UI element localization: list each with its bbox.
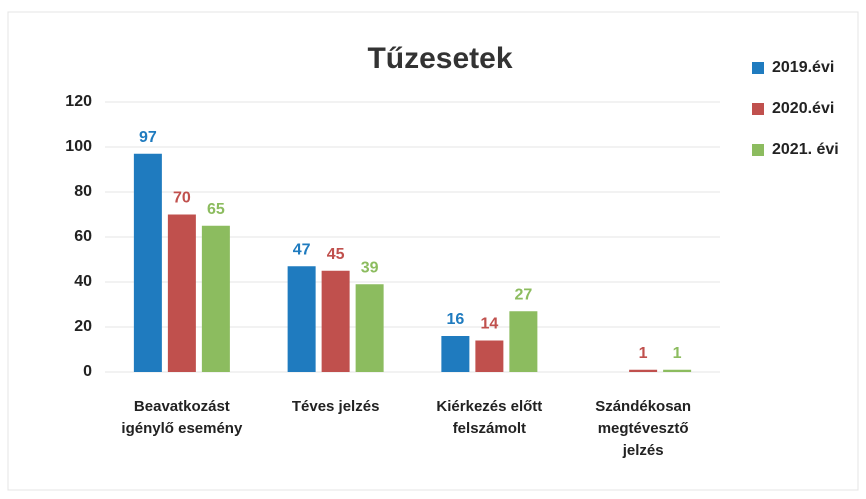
data-label: 16	[446, 311, 464, 328]
y-tick-label: 60	[74, 228, 92, 245]
data-label: 70	[173, 190, 191, 207]
data-label: 14	[480, 316, 498, 333]
bar	[629, 369, 658, 372]
bar	[475, 340, 504, 372]
legend-swatch	[752, 144, 764, 156]
data-label: 45	[327, 246, 345, 263]
x-tick-label: Téves jelzés	[291, 398, 380, 415]
legend-label: 2021. évi	[772, 141, 839, 158]
data-label: 47	[293, 241, 311, 258]
x-tick-label: Szándékosan megtévesztő jelzés	[595, 398, 692, 459]
legend-swatch	[752, 62, 764, 74]
data-label: 27	[514, 286, 532, 303]
legend-label: 2020.évi	[772, 100, 834, 117]
x-tick-label: Beavatkozást igénylő esemény	[121, 398, 243, 437]
legend-label: 2019.évi	[772, 59, 834, 76]
y-tick-label: 80	[74, 183, 92, 200]
data-label: 1	[673, 345, 682, 362]
bar	[321, 270, 350, 372]
y-tick-label: 40	[74, 273, 92, 290]
data-label: 65	[207, 201, 225, 218]
legend-swatch	[752, 103, 764, 115]
y-tick-label: 100	[65, 138, 92, 155]
bar	[663, 369, 692, 372]
y-tick-label: 20	[74, 318, 92, 335]
bar	[133, 153, 162, 372]
data-label: 39	[361, 259, 379, 276]
y-tick-label: 0	[83, 363, 92, 380]
bar	[509, 311, 538, 372]
bar	[167, 214, 196, 372]
x-tick-label: Kiérkezés előtt felszámolt	[436, 398, 543, 437]
bar	[201, 225, 230, 372]
data-label: 1	[639, 345, 648, 362]
bar	[441, 336, 470, 372]
bar	[287, 266, 316, 372]
bar	[355, 284, 384, 372]
chart-title: Tűzesetek	[367, 42, 512, 75]
data-label: 97	[139, 129, 157, 146]
y-tick-label: 120	[65, 93, 92, 110]
chart-frame	[7, 11, 859, 491]
